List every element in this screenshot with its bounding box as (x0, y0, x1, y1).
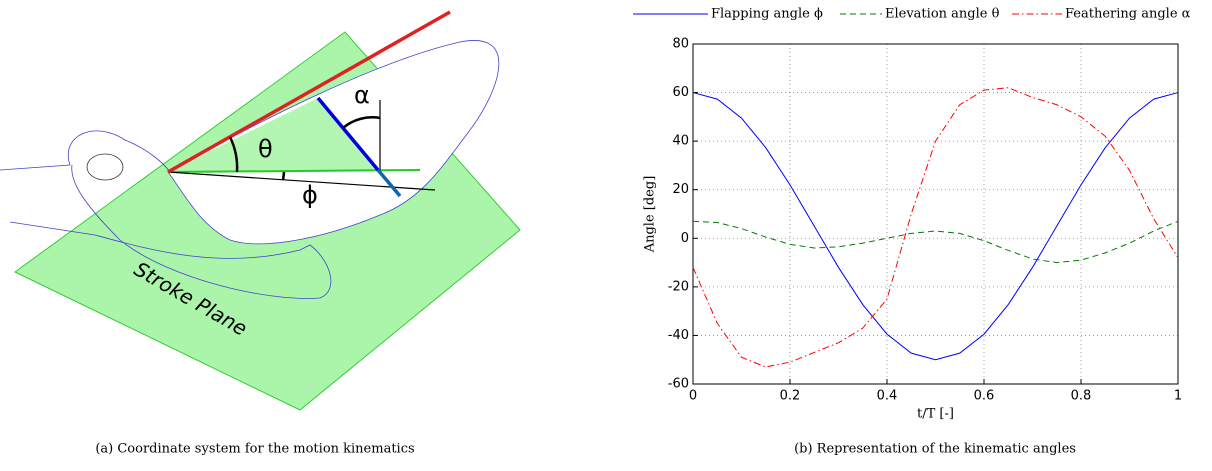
x-tick-label: 1 (1174, 389, 1182, 404)
phi-label: ϕ (302, 181, 318, 209)
x-tick-label: 0.4 (877, 389, 898, 404)
theta-label: θ (258, 135, 273, 163)
chart: -60 -40 -20 0 20 40 60 80 0 0.2 0.4 0.6 0.8 1 Flapping… (633, 7, 1191, 457)
y-tick-label: -40 (668, 328, 689, 343)
alpha-label: α (354, 81, 370, 109)
y-tick-label: 60 (672, 85, 689, 100)
series-line (692, 220, 1179, 264)
chord-line-below (376, 168, 402, 198)
diagram: θ α ϕ Stroke Plane (a) Coordinate system… (0, 10, 521, 457)
x-tick-label: 0 (689, 389, 697, 404)
plane-wedge (168, 98, 378, 172)
phi-arc (281, 171, 286, 181)
chord-line (316, 96, 380, 172)
y-axis-label: Angle [deg] (643, 176, 658, 254)
caption-a: (a) Coordinate system for the motion kin… (95, 442, 414, 457)
eye (86, 153, 124, 181)
alpha-arc (342, 116, 381, 129)
hind-wing (9, 164, 332, 299)
x-tick-label: 0.6 (974, 389, 995, 404)
legend-label: Feathering angle α (1065, 7, 1191, 22)
x-tick-label: 0.2 (780, 389, 801, 404)
y-tick-label: 20 (672, 182, 689, 197)
x-axis-label: t/T [-] (917, 407, 954, 422)
plot-frame (692, 43, 1179, 385)
y-tick-label: -60 (668, 377, 689, 392)
leading-edge (167, 10, 451, 174)
legend-label: Flapping angle ϕ (711, 7, 823, 22)
series-line (692, 92, 1179, 361)
y-tick-label: 80 (672, 37, 689, 52)
plot-area (693, 44, 1178, 384)
legend-label: Elevation angle θ (885, 7, 1000, 22)
y-tick-label: -20 (668, 279, 689, 294)
caption-b: (b) Representation of the kinematic angl… (794, 442, 1076, 457)
series-line (692, 87, 1179, 368)
body-outline (0, 130, 171, 173)
y-tick-label: 40 (672, 134, 689, 149)
x-tick-label: 0.8 (1071, 389, 1092, 404)
y-tick-label: 0 (681, 231, 689, 246)
theta-arc (228, 136, 239, 173)
